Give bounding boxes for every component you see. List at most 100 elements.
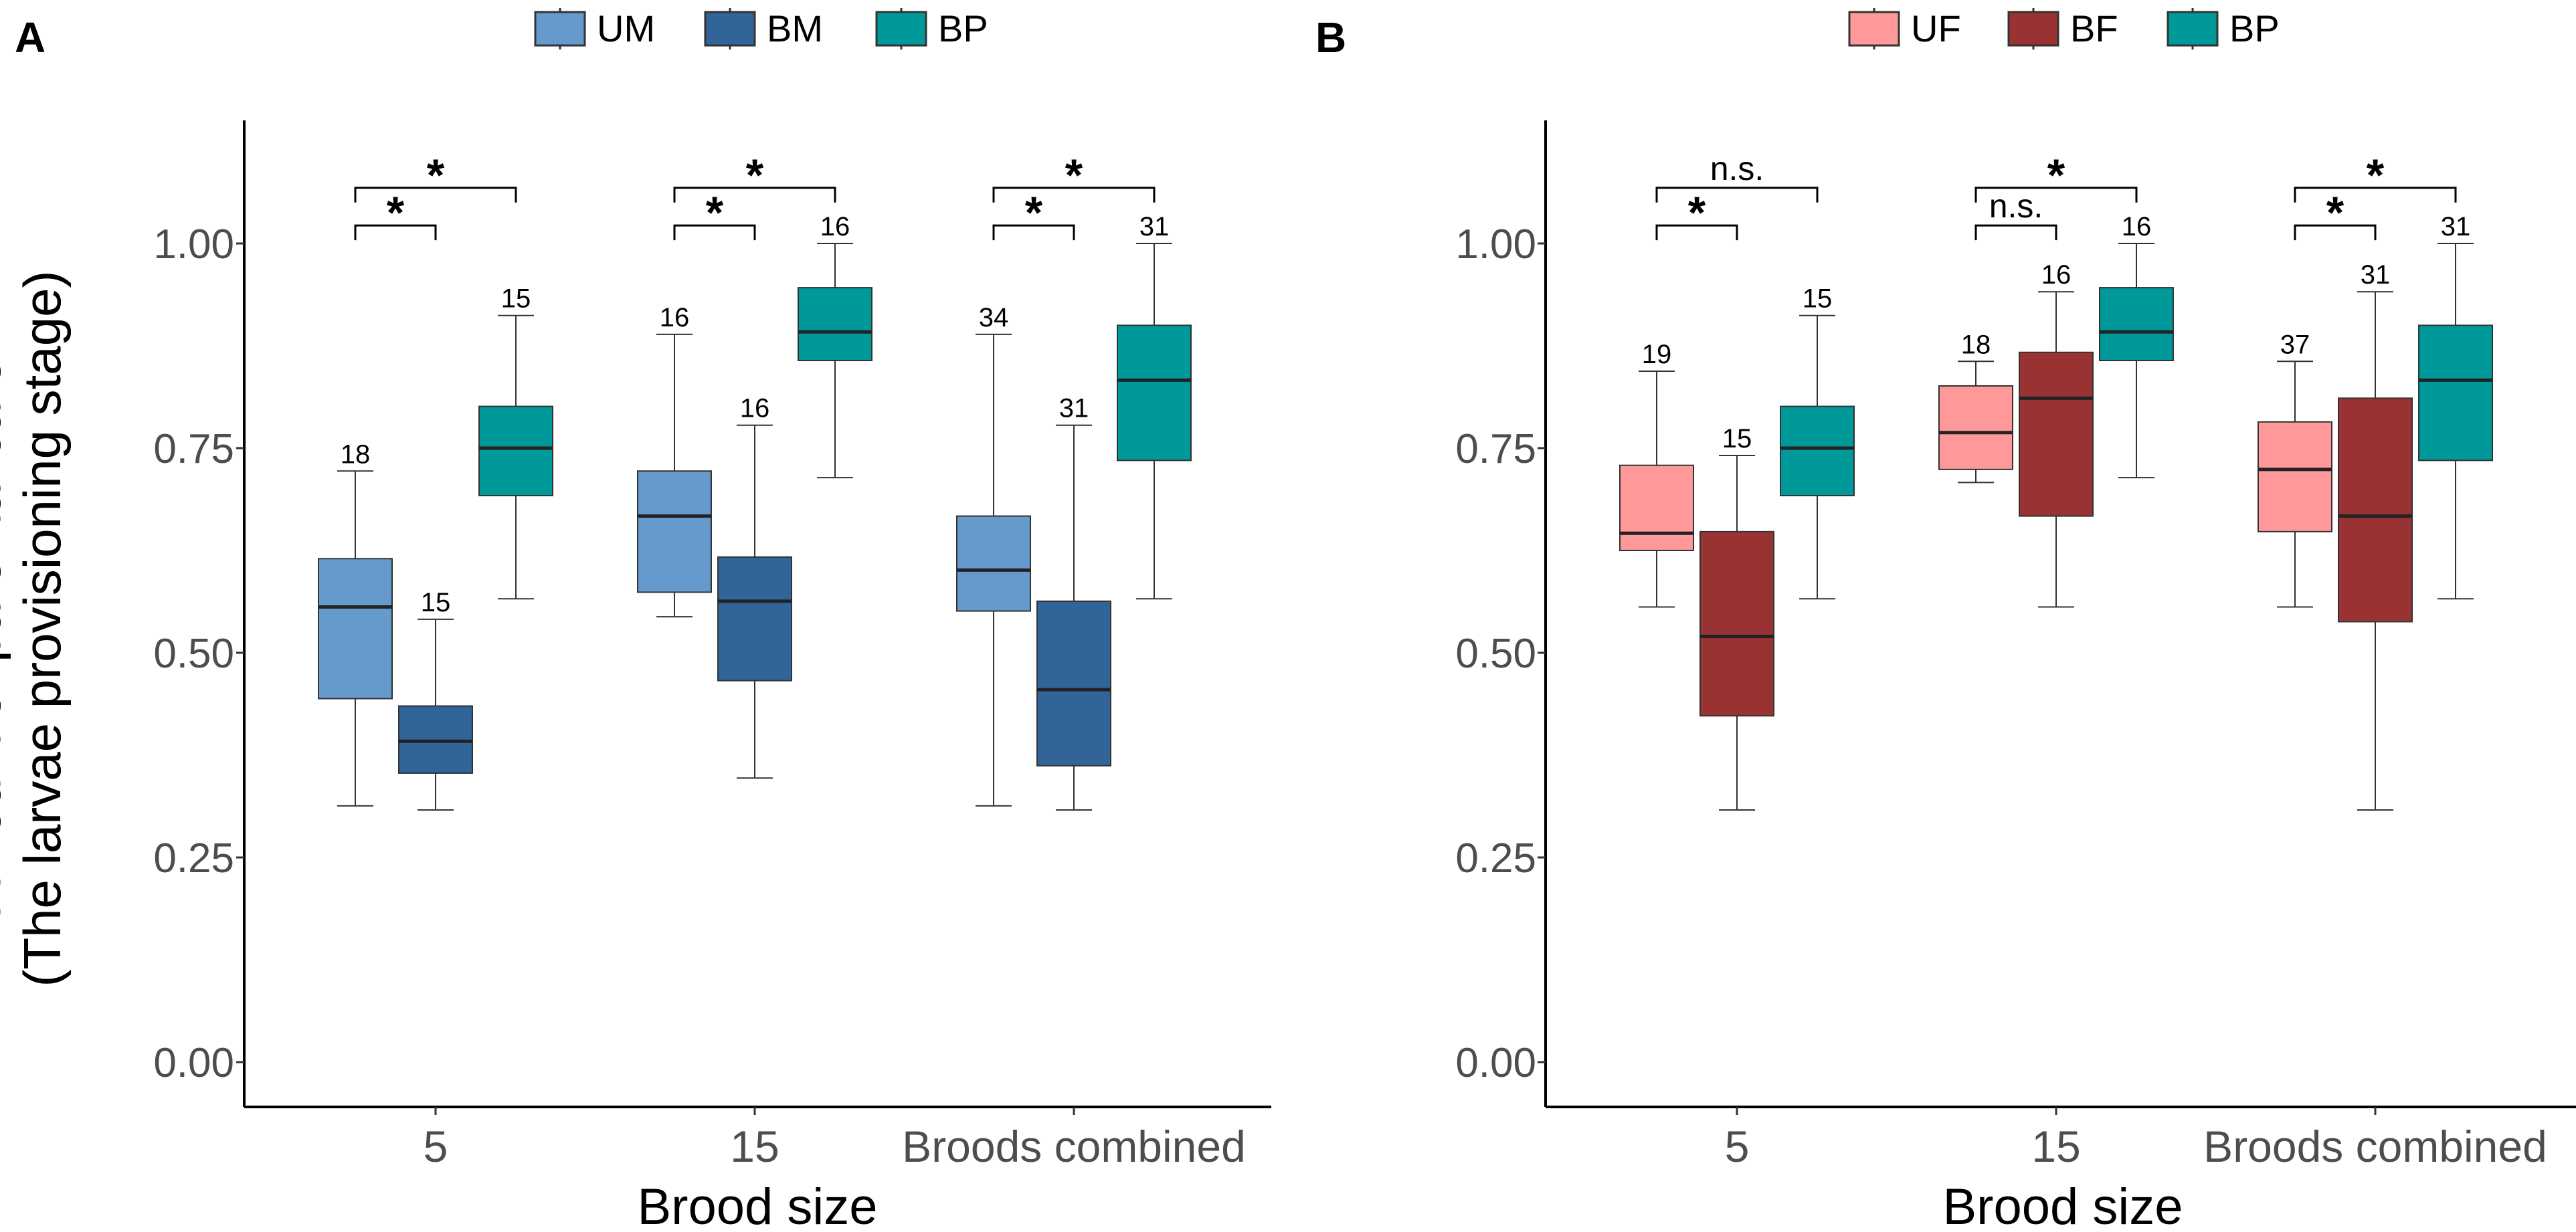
y-tick-label: 1.00 [153, 221, 234, 268]
y-tick-label: 0.00 [153, 1040, 234, 1086]
sample-size-label: 16 [2041, 260, 2072, 290]
legend-swatch [704, 11, 756, 47]
sample-size-label: 18 [341, 439, 371, 469]
iqr-box [2019, 351, 2094, 517]
box-bf-broods-combined: 31 [2338, 260, 2413, 811]
panel-label: A [15, 13, 45, 62]
significance-label: * [1688, 187, 1706, 238]
x-axis-title: Brood size [637, 1178, 877, 1232]
box-uf-broods-combined: 37 [2258, 330, 2332, 608]
legend-swatch [2007, 11, 2059, 47]
legend-swatch [2167, 11, 2219, 47]
sample-size-label: 31 [1139, 212, 1170, 241]
plot-area: 0.00 0.25 0.50 0.75 1.00 5 15 Broods combined 18… [153, 120, 1271, 1171]
iqr-box [478, 405, 553, 496]
box-bp-5: 15 [478, 284, 553, 600]
legend: UM BM BP [534, 7, 988, 49]
iqr-box [1117, 324, 1192, 461]
x-tick-label: 15 [2031, 1122, 2080, 1171]
iqr-box [1938, 385, 2013, 470]
bracket-line [673, 224, 756, 241]
significance-bracket: * [1655, 187, 1738, 241]
significance-label: * [746, 150, 764, 201]
legend-item: BP [2167, 7, 2280, 49]
significance-bracket: * [992, 187, 1075, 241]
sample-size-label: 19 [1642, 340, 1672, 369]
bracket-line [2294, 224, 2377, 241]
sample-size-label: 31 [2361, 260, 2391, 290]
iqr-box [1780, 405, 1855, 496]
box-uf-5: 19 [1619, 340, 1694, 608]
legend-label: BM [767, 7, 823, 49]
x-tick-label: 5 [424, 1122, 448, 1171]
sample-size-label: 15 [421, 588, 451, 617]
box-bp-15: 16 [798, 212, 872, 479]
panel-a: A UM BM BP Amount of parental care (The … [0, 7, 1271, 1232]
iqr-box [798, 287, 872, 362]
significance-label: * [1025, 187, 1043, 238]
significance-label: * [387, 187, 405, 238]
bracket-line [1974, 187, 2138, 203]
box-bf-15: 16 [2019, 260, 2094, 608]
legend-item: UM [534, 7, 655, 49]
iqr-box [717, 556, 792, 682]
significance-bracket: * [2294, 150, 2457, 203]
box-bp-15: 16 [2099, 212, 2174, 479]
iqr-box [1699, 530, 1774, 717]
sample-size-label: 34 [979, 303, 1009, 332]
iqr-box [2258, 421, 2332, 532]
y-axis-title: Amount of parental care (The larvae prov… [0, 271, 72, 987]
legend-label: BP [2229, 7, 2280, 49]
sample-size-label: 16 [2122, 212, 2152, 241]
legend-label: UF [1911, 7, 1961, 49]
iqr-box [2338, 397, 2413, 623]
bracket-line [992, 187, 1156, 203]
box-um-5: 18 [318, 439, 393, 807]
box-bm-15: 16 [717, 394, 792, 779]
bracket-line [1655, 224, 1738, 241]
legend-item: BM [704, 7, 823, 49]
significance-label: * [2367, 150, 2385, 201]
significance-label: * [427, 150, 445, 201]
iqr-box [1619, 464, 1694, 551]
box-um-15: 16 [637, 303, 712, 618]
legend-item: BF [2007, 7, 2118, 49]
y-axis-title-line-2: (The larvae provisioning stage) [13, 271, 72, 987]
legend: UF BF BP [1848, 7, 2280, 49]
bracket-line [1655, 187, 1819, 203]
significance-bracket: n.s. [1974, 187, 2057, 241]
legend-swatch [1848, 11, 1900, 47]
x-axis-title: Brood size [1942, 1178, 2183, 1232]
iqr-box [2099, 287, 2174, 362]
significance-bracket: * [2294, 187, 2377, 241]
iqr-box [956, 515, 1031, 612]
x-tick-label: 5 [1725, 1122, 1750, 1171]
y-tick-label: 0.50 [153, 631, 234, 677]
y-axis-title-line-2: (The larvae provisioning stage) [13, 271, 72, 987]
y-axis-title: Amount of parental care (The larvae prov… [0, 271, 72, 987]
bracket-line [354, 224, 437, 241]
significance-label: * [2326, 187, 2344, 238]
y-tick-label: 0.75 [153, 426, 234, 472]
bracket-line [2294, 187, 2457, 203]
box-bp-5: 15 [1780, 284, 1855, 600]
box-uf-15: 18 [1938, 330, 2013, 484]
iqr-box [1036, 600, 1111, 766]
box-bm-broods-combined: 31 [1036, 394, 1111, 811]
box-bp-broods-combined: 31 [2418, 212, 2493, 600]
iqr-box [2418, 324, 2493, 461]
significance-bracket: * [1974, 150, 2138, 203]
significance-bracket: * [354, 150, 517, 203]
sample-size-label: 16 [820, 212, 850, 241]
bracket-line [992, 224, 1075, 241]
box-bm-5: 15 [398, 588, 473, 811]
significance-bracket: * [673, 187, 756, 241]
y-tick-label: 0.75 [1455, 426, 1536, 472]
plot-area: 0.00 0.25 0.50 0.75 1.00 5 15 Broods combined 19… [1455, 120, 2576, 1171]
legend-label: UM [597, 7, 655, 49]
x-tick-label: Broods combined [902, 1122, 1246, 1171]
legend-item: BP [875, 7, 988, 49]
iqr-box [318, 558, 393, 700]
